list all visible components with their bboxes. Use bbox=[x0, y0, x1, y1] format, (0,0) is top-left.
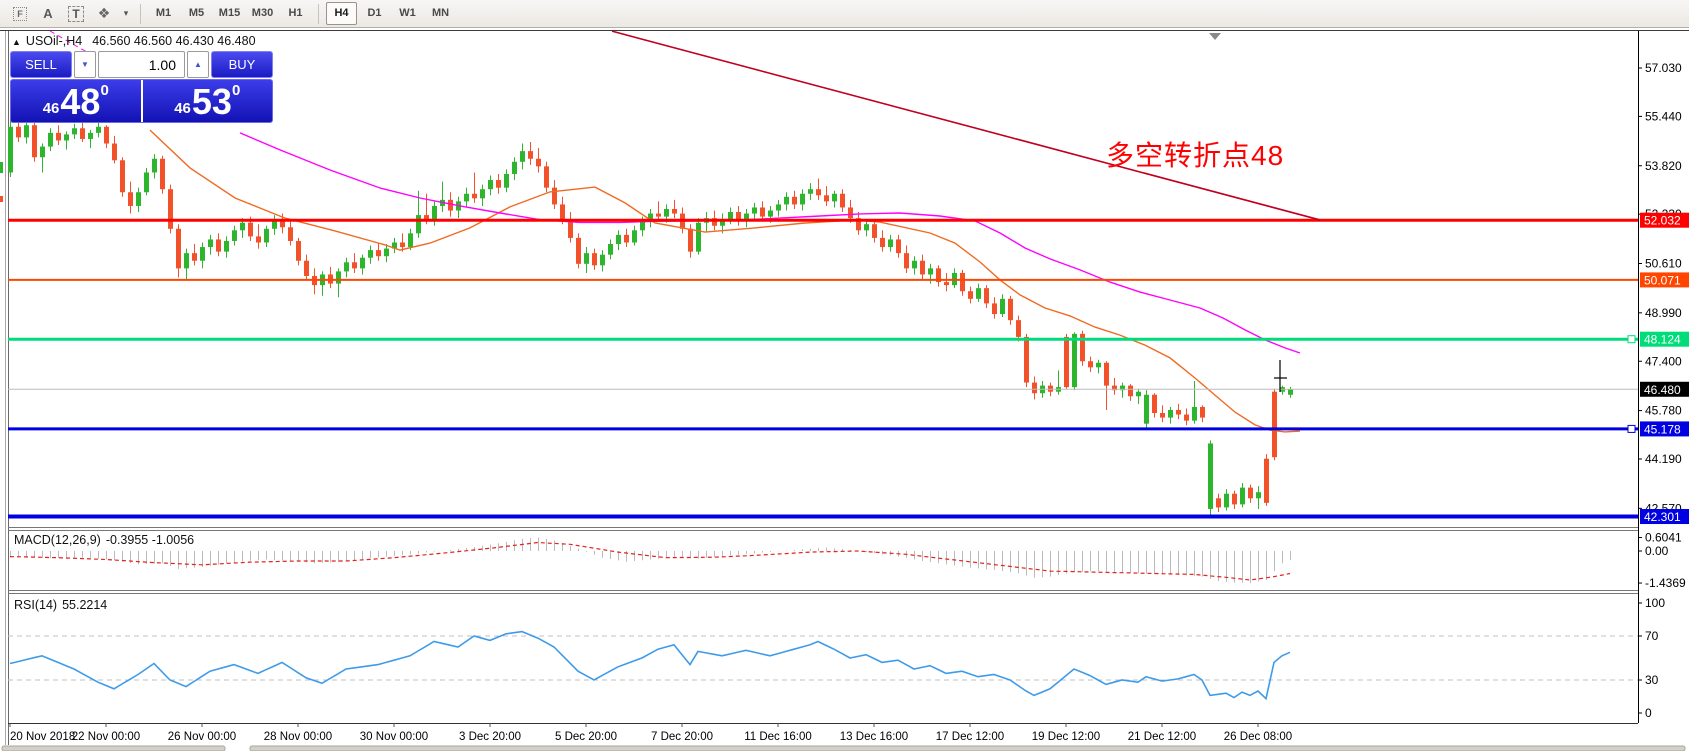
price-divider bbox=[140, 80, 143, 122]
level-line-48124-handle[interactable] bbox=[1627, 335, 1636, 344]
svg-text:55.440: 55.440 bbox=[1645, 109, 1682, 123]
svg-text:45.178: 45.178 bbox=[1644, 422, 1681, 436]
svg-text:17 Dec 12:00: 17 Dec 12:00 bbox=[936, 731, 1004, 743]
timeframe-MN[interactable]: MN bbox=[431, 7, 450, 19]
ohlc-values: 46.560 46.560 46.430 46.480 bbox=[92, 34, 256, 48]
one-click-trading-panel: SELL ▼ 1.00 ▲ BUY 46 48 0 46 53 0 bbox=[10, 51, 273, 123]
svg-text:57.030: 57.030 bbox=[1645, 61, 1682, 75]
svg-text:-1.4369: -1.4369 bbox=[1645, 576, 1686, 590]
svg-text:50.071: 50.071 bbox=[1644, 273, 1681, 287]
text-box-icon[interactable]: T bbox=[64, 3, 88, 25]
svg-text:52.032: 52.032 bbox=[1644, 214, 1681, 228]
svg-text:21 Dec 12:00: 21 Dec 12:00 bbox=[1128, 731, 1196, 743]
svg-text:13 Dec 16:00: 13 Dec 16:00 bbox=[840, 731, 908, 743]
price-badge-52.032: 52.032 bbox=[1640, 212, 1689, 228]
volume-input[interactable]: 1.00 bbox=[98, 51, 185, 78]
volume-down-button[interactable]: ▼ bbox=[74, 51, 96, 78]
macd-indicator-label: MACD(12,26,9) -0.3955 -1.0056 bbox=[14, 533, 195, 547]
price-badge-46.480: 46.480 bbox=[1640, 381, 1689, 397]
drawing-tools-icon[interactable]: ❖ bbox=[97, 5, 111, 21]
svg-text:22 Nov 00:00: 22 Nov 00:00 bbox=[72, 731, 140, 743]
svg-text:47.400: 47.400 bbox=[1645, 354, 1682, 368]
svg-text:42.301: 42.301 bbox=[1644, 510, 1681, 524]
sell-price-display[interactable]: 46 48 0 bbox=[42, 81, 109, 122]
clipped-candle bbox=[0, 196, 3, 202]
svg-text:0: 0 bbox=[1645, 706, 1652, 720]
collapse-arrow-icon[interactable]: ▲ bbox=[12, 37, 21, 47]
buy-button[interactable]: BUY bbox=[211, 51, 273, 78]
svg-text:48.990: 48.990 bbox=[1645, 306, 1682, 320]
svg-text:30 Nov 00:00: 30 Nov 00:00 bbox=[360, 731, 428, 743]
svg-text:0.6041: 0.6041 bbox=[1645, 531, 1682, 545]
svg-text:53.820: 53.820 bbox=[1645, 159, 1682, 173]
svg-text:100: 100 bbox=[1645, 596, 1665, 610]
svg-text:26 Dec 08:00: 26 Dec 08:00 bbox=[1224, 731, 1292, 743]
timeframe-bar: M1 M5 M15 M30 H1 H4 D1 W1 MN bbox=[147, 2, 457, 25]
symbol-period-label: USOil-,H4 bbox=[25, 34, 83, 48]
descending-trendline[interactable] bbox=[611, 30, 1321, 221]
chart-annotation-text[interactable]: 多空转折点48 bbox=[1106, 140, 1285, 171]
svg-text:3 Dec 20:00: 3 Dec 20:00 bbox=[459, 731, 521, 743]
svg-text:28 Nov 00:00: 28 Nov 00:00 bbox=[264, 731, 332, 743]
toolbar-separator bbox=[318, 3, 319, 24]
svg-text:11 Dec 16:00: 11 Dec 16:00 bbox=[744, 731, 812, 743]
price-badge-42.301: 42.301 bbox=[1640, 509, 1689, 524]
chart-shift-marker[interactable] bbox=[1209, 33, 1221, 40]
timeframe-H4[interactable]: H4 bbox=[326, 2, 357, 25]
volume-up-button[interactable]: ▲ bbox=[187, 51, 209, 78]
buy-price-display[interactable]: 46 53 0 bbox=[174, 81, 241, 122]
timeframe-H1[interactable]: H1 bbox=[288, 7, 303, 19]
svg-text:19 Dec 12:00: 19 Dec 12:00 bbox=[1032, 731, 1100, 743]
timeframe-D1[interactable]: D1 bbox=[367, 7, 382, 19]
candlestick-series bbox=[8, 117, 1293, 517]
window-tab-bar[interactable] bbox=[249, 745, 1686, 751]
sell-button[interactable]: SELL bbox=[10, 51, 72, 78]
svg-text:30: 30 bbox=[1645, 673, 1659, 687]
ma-slow-line[interactable] bbox=[239, 132, 1301, 354]
timeframe-M5[interactable]: M5 bbox=[188, 7, 205, 19]
toolbar: F A T ❖ ▾ M1 M5 M15 M30 H1 H4 D1 W1 MN bbox=[0, 0, 1689, 28]
timeframe-M30[interactable]: M30 bbox=[251, 7, 274, 19]
svg-text:7 Dec 20:00: 7 Dec 20:00 bbox=[651, 731, 713, 743]
timeframe-M15[interactable]: M15 bbox=[218, 7, 241, 19]
svg-text:70: 70 bbox=[1645, 629, 1659, 643]
svg-text:50.610: 50.610 bbox=[1645, 257, 1682, 271]
support-line-45178-handle[interactable] bbox=[1627, 424, 1636, 433]
clipped-candle bbox=[0, 162, 3, 173]
text-label-icon[interactable]: A bbox=[43, 6, 53, 21]
rsi-line bbox=[9, 630, 1291, 701]
ma-fast-line[interactable] bbox=[149, 129, 1301, 433]
quote-bar: ▲ USOil-,H4 46.560 46.560 46.430 46.480 bbox=[12, 34, 256, 48]
svg-text:46.480: 46.480 bbox=[1644, 383, 1681, 397]
rsi-indicator-label: RSI(14) 55.2214 bbox=[14, 598, 108, 612]
price-badge-50.071: 50.071 bbox=[1640, 272, 1689, 288]
timeframe-M1[interactable]: M1 bbox=[155, 7, 172, 19]
svg-text:44.190: 44.190 bbox=[1645, 452, 1682, 466]
svg-text:48.124: 48.124 bbox=[1644, 333, 1681, 347]
profiles-grid-icon[interactable]: F bbox=[8, 3, 32, 25]
macd-signal-line bbox=[9, 541, 1291, 581]
svg-text:5 Dec 20:00: 5 Dec 20:00 bbox=[555, 731, 617, 743]
svg-text:0.00: 0.00 bbox=[1645, 544, 1669, 558]
macd-histogram bbox=[10, 537, 1291, 584]
svg-text:26 Nov 00:00: 26 Nov 00:00 bbox=[168, 731, 236, 743]
toolbar-separator bbox=[140, 3, 141, 24]
price-badge-48.124: 48.124 bbox=[1640, 331, 1689, 347]
svg-text:45.780: 45.780 bbox=[1645, 404, 1682, 418]
drawing-tools-caret[interactable]: ▾ bbox=[123, 8, 129, 18]
window-tab-bar[interactable] bbox=[1, 745, 226, 751]
price-badge-45.178: 45.178 bbox=[1640, 421, 1689, 437]
timeframe-W1[interactable]: W1 bbox=[399, 7, 416, 19]
svg-text:20 Nov 2018: 20 Nov 2018 bbox=[10, 731, 75, 743]
